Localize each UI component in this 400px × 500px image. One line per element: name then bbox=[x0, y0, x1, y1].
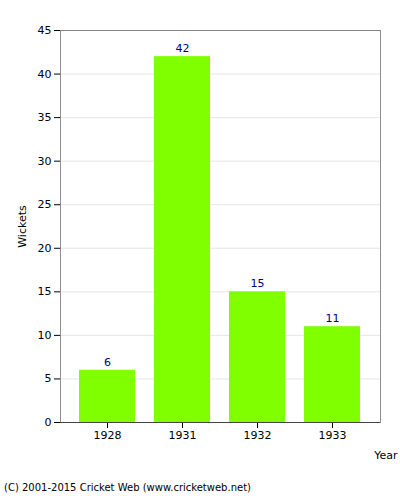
svg-text:Wickets: Wickets bbox=[16, 205, 29, 248]
svg-text:Year: Year bbox=[373, 449, 398, 462]
svg-text:6: 6 bbox=[104, 356, 111, 369]
svg-text:5: 5 bbox=[45, 372, 52, 385]
svg-text:45: 45 bbox=[38, 24, 52, 37]
svg-text:42: 42 bbox=[176, 42, 190, 55]
svg-text:40: 40 bbox=[38, 68, 52, 81]
svg-text:0: 0 bbox=[45, 416, 52, 429]
svg-text:1932: 1932 bbox=[244, 429, 272, 442]
svg-text:20: 20 bbox=[38, 242, 52, 255]
svg-text:15: 15 bbox=[251, 277, 265, 290]
svg-text:1928: 1928 bbox=[94, 429, 122, 442]
svg-text:25: 25 bbox=[38, 198, 52, 211]
svg-text:30: 30 bbox=[38, 155, 52, 168]
html-text:(C) 2001-2015 Cricket Web (www: (C) 2001-2015 Cricket Web (www.cricketwe… bbox=[4, 482, 251, 493]
svg-text:35: 35 bbox=[38, 111, 52, 124]
svg-text:11: 11 bbox=[326, 312, 340, 325]
svg-text:1933: 1933 bbox=[319, 429, 347, 442]
svg-text:1931: 1931 bbox=[169, 429, 197, 442]
svg-text:15: 15 bbox=[38, 285, 52, 298]
svg-text:10: 10 bbox=[38, 329, 52, 342]
